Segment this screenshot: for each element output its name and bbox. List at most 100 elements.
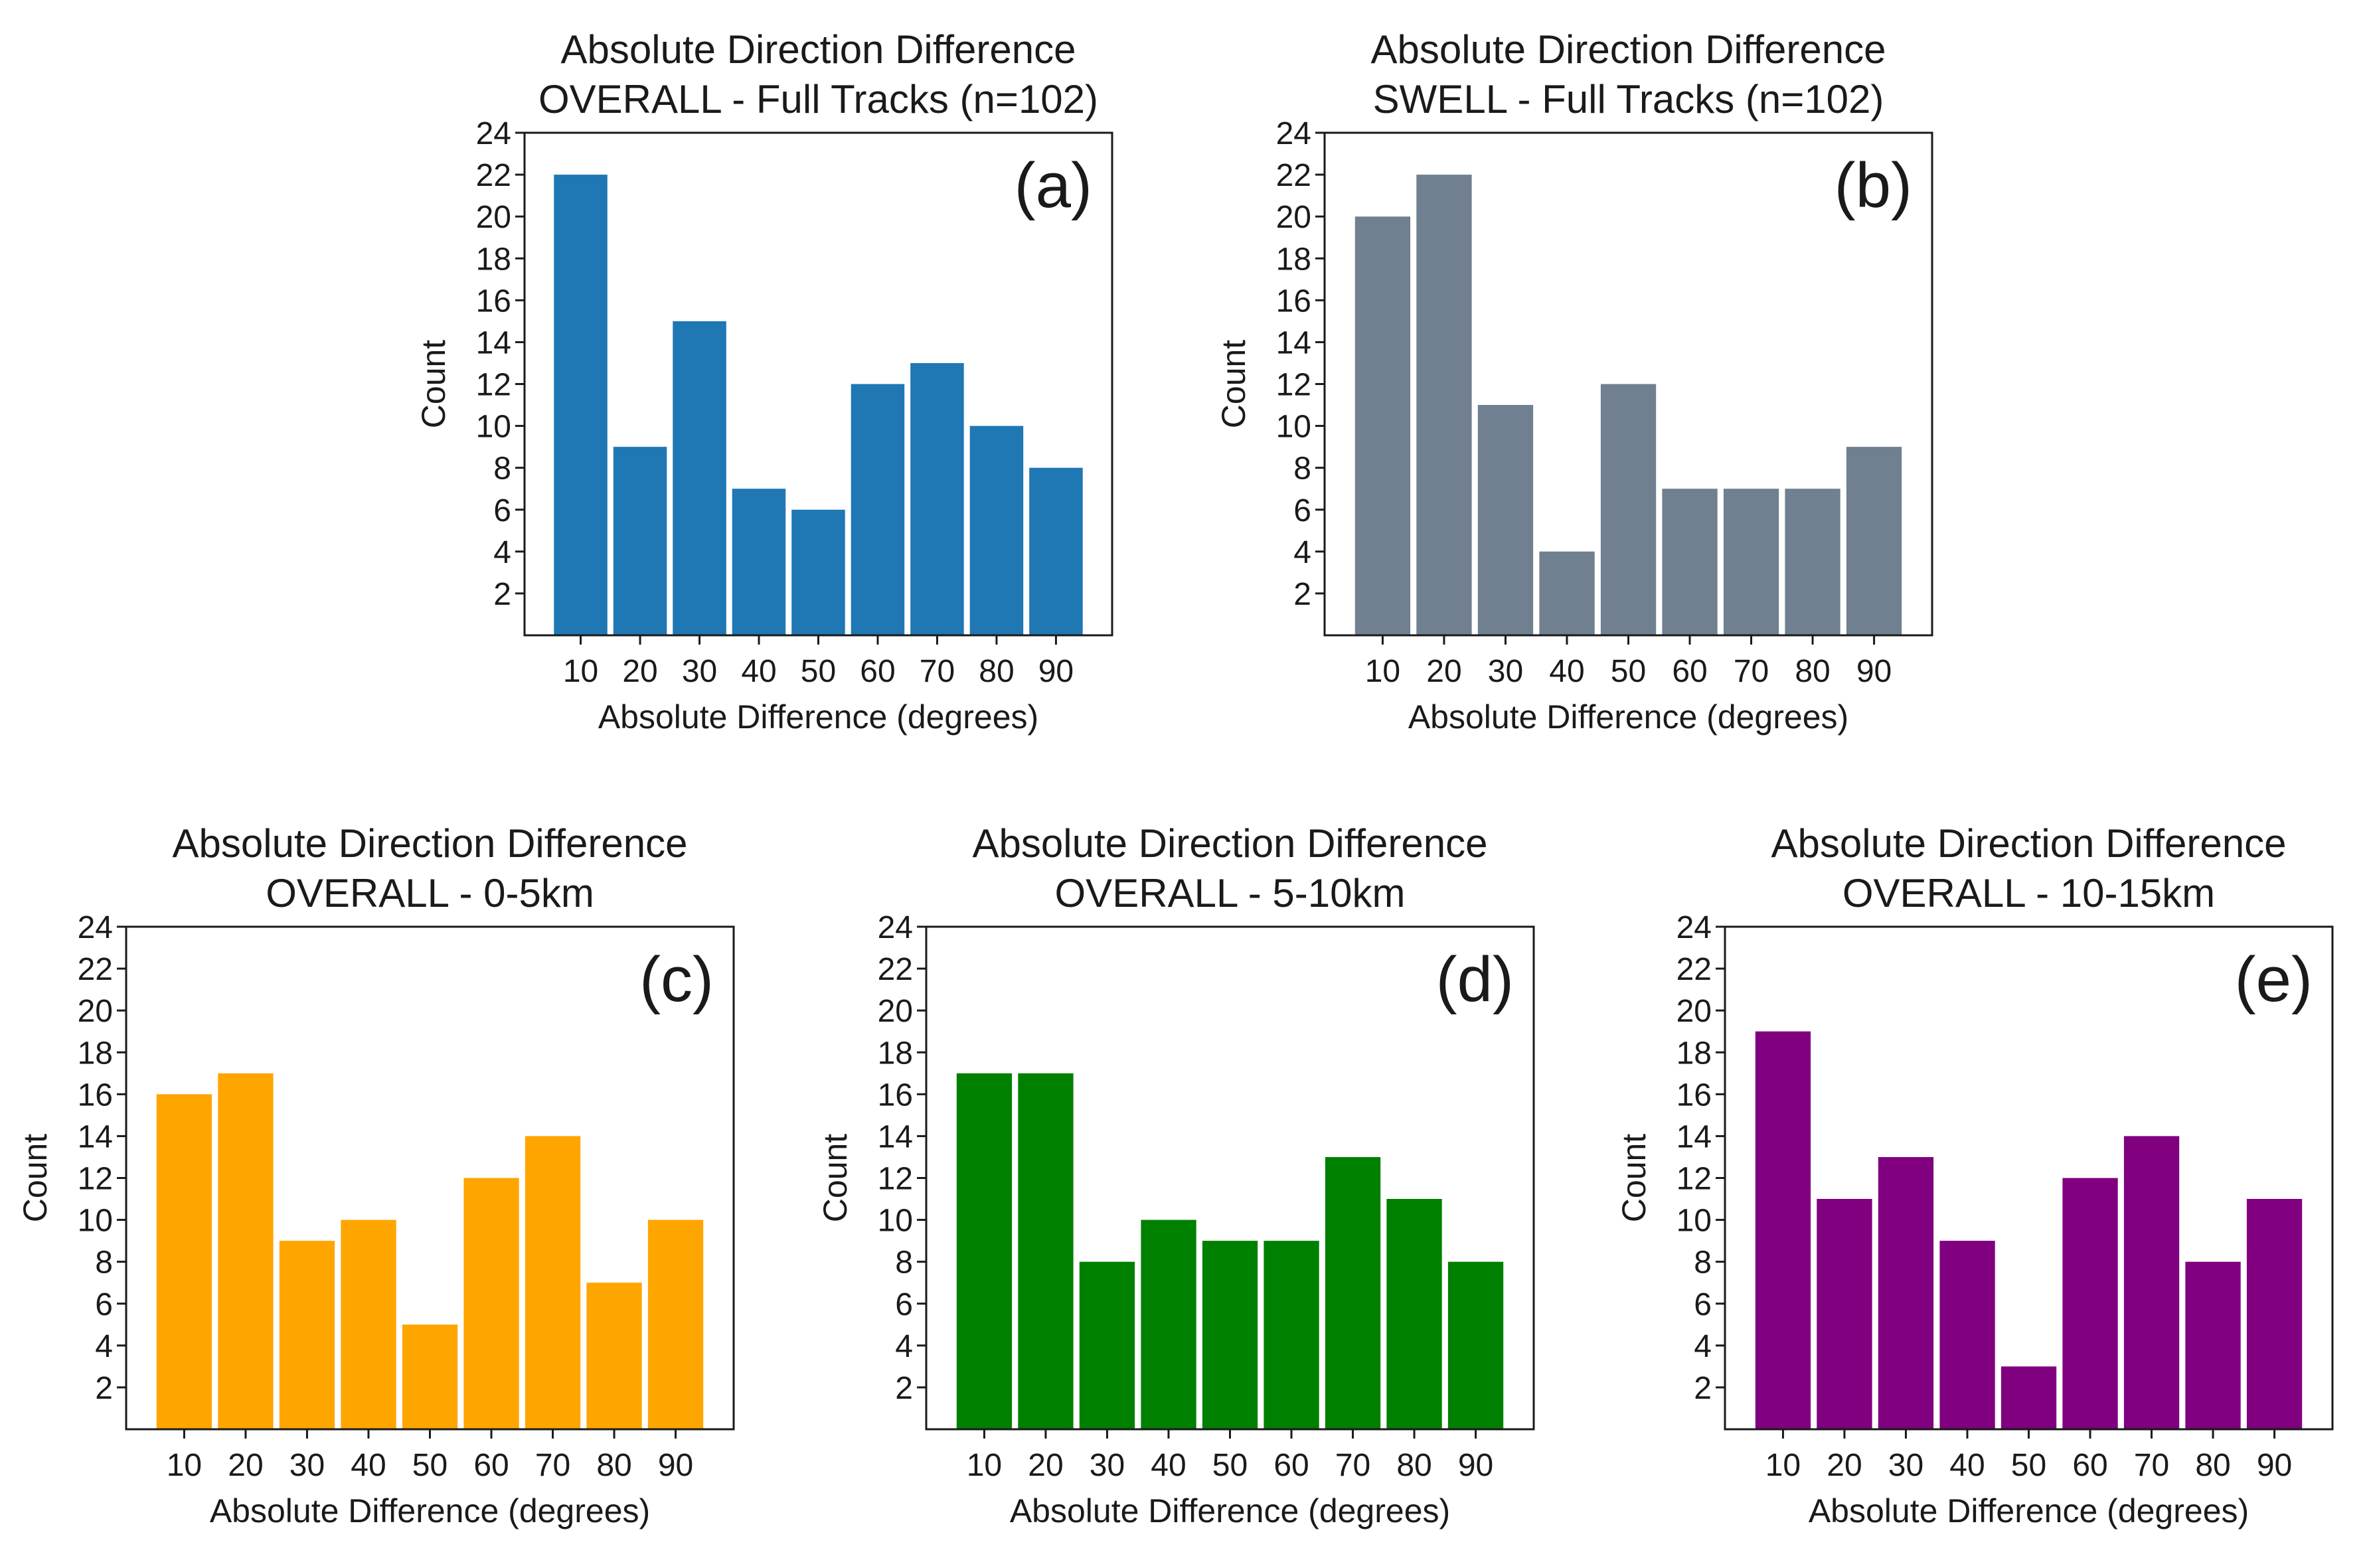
x-tick-label: 50 (412, 1448, 448, 1483)
x-tick-label: 10 (1365, 654, 1400, 689)
chart-subtitle: SWELL - Full Tracks (n=102) (1373, 77, 1884, 121)
x-tick-label: 90 (2257, 1448, 2292, 1483)
bar-10 (156, 1094, 212, 1429)
panel-label: (c) (639, 944, 714, 1015)
y-axis-label: Count (817, 1134, 854, 1223)
bar-40 (341, 1219, 396, 1429)
x-tick-label: 20 (1827, 1448, 1862, 1483)
x-tick-label: 70 (1734, 654, 1769, 689)
bar-30 (279, 1241, 335, 1429)
x-axis-label: Absolute Difference (degrees) (1408, 698, 1848, 736)
x-tick-label: 30 (289, 1448, 325, 1483)
y-tick-label: 24 (878, 910, 913, 945)
y-tick-label: 6 (95, 1287, 113, 1322)
chart-title: Absolute Direction Difference (1371, 27, 1886, 72)
y-tick-label: 22 (878, 952, 913, 987)
bar-50 (402, 1324, 458, 1429)
y-tick-label: 6 (493, 493, 511, 528)
y-tick-label: 10 (1676, 1204, 1712, 1239)
x-tick-label: 20 (1426, 654, 1461, 689)
bar-80 (969, 426, 1024, 635)
bar-90 (647, 1219, 704, 1429)
x-axis-label: Absolute Difference (degrees) (1010, 1492, 1450, 1529)
y-tick-label: 18 (1276, 242, 1311, 277)
x-axis-label: Absolute Difference (degrees) (1809, 1492, 2249, 1529)
x-tick-label: 70 (920, 654, 955, 689)
y-tick-label: 10 (476, 410, 511, 445)
bar-70 (1723, 489, 1779, 635)
y-tick-label: 16 (476, 283, 511, 319)
bar-40 (1539, 551, 1595, 635)
bar-70 (910, 363, 964, 635)
y-tick-label: 10 (1276, 410, 1311, 445)
bar-20 (613, 447, 667, 635)
y-tick-label: 8 (1293, 451, 1311, 487)
bar-60 (1662, 489, 1718, 635)
x-tick-label: 20 (228, 1448, 263, 1483)
bar-10 (956, 1073, 1013, 1429)
y-axis-label: Count (1215, 340, 1252, 429)
y-tick-label: 12 (476, 368, 511, 403)
x-tick-label: 10 (1765, 1448, 1801, 1483)
y-tick-label: 20 (476, 200, 511, 235)
bar-60 (2062, 1178, 2118, 1429)
y-tick-label: 20 (78, 994, 113, 1029)
y-tick-label: 8 (493, 451, 511, 487)
x-tick-label: 50 (2011, 1448, 2046, 1483)
panel-label: (a) (1015, 150, 1092, 221)
bar-90 (1447, 1261, 1504, 1429)
x-tick-label: 20 (1028, 1448, 1063, 1483)
y-tick-label: 24 (476, 116, 511, 151)
x-tick-label: 90 (1458, 1448, 1493, 1483)
y-tick-label: 12 (1276, 368, 1311, 403)
y-tick-label: 16 (78, 1077, 113, 1113)
y-axis-label: Count (415, 340, 452, 429)
y-tick-label: 8 (95, 1245, 113, 1281)
y-tick-label: 4 (493, 535, 511, 570)
y-tick-label: 14 (878, 1119, 913, 1154)
chart-title: Absolute Direction Difference (973, 821, 1488, 866)
x-tick-label: 80 (2195, 1448, 2230, 1483)
y-tick-label: 4 (1694, 1329, 1712, 1364)
bar-20 (1416, 175, 1472, 636)
bar-60 (1264, 1241, 1319, 1429)
bar-20 (1817, 1199, 1872, 1429)
y-tick-label: 4 (95, 1329, 113, 1364)
panel-label: (e) (2235, 944, 2313, 1015)
x-axis-label: Absolute Difference (degrees) (598, 698, 1038, 736)
y-tick-label: 24 (1276, 116, 1311, 151)
chart-title: Absolute Direction Difference (173, 821, 688, 866)
bar-90 (1029, 467, 1083, 635)
y-tick-label: 2 (1694, 1371, 1712, 1406)
y-tick-label: 22 (476, 158, 511, 193)
bar-80 (586, 1283, 642, 1429)
y-tick-label: 10 (878, 1204, 913, 1239)
x-tick-label: 80 (979, 654, 1014, 689)
x-tick-label: 10 (563, 654, 598, 689)
y-tick-label: 16 (1276, 283, 1311, 319)
x-tick-label: 50 (1212, 1448, 1248, 1483)
x-tick-label: 90 (1038, 654, 1074, 689)
y-tick-label: 8 (1694, 1245, 1712, 1281)
chart-subtitle: OVERALL - Full Tracks (n=102) (538, 77, 1098, 121)
chart-subtitle: OVERALL - 10-15km (1842, 871, 2215, 915)
panel-label: (d) (1436, 944, 1514, 1015)
y-tick-label: 14 (476, 325, 511, 360)
x-tick-label: 30 (682, 654, 717, 689)
y-tick-label: 2 (1293, 577, 1311, 612)
bar-50 (2001, 1366, 2057, 1429)
bar-90 (1846, 447, 1902, 635)
x-tick-label: 30 (1090, 1448, 1125, 1483)
bar-40 (1939, 1241, 1995, 1429)
bar-70 (2123, 1136, 2180, 1429)
x-tick-label: 80 (596, 1448, 631, 1483)
y-axis-label: Count (17, 1134, 54, 1223)
y-tick-label: 20 (1276, 200, 1311, 235)
y-tick-label: 16 (1676, 1077, 1712, 1113)
bar-60 (463, 1178, 519, 1429)
x-tick-label: 30 (1488, 654, 1523, 689)
y-tick-label: 2 (895, 1371, 913, 1406)
